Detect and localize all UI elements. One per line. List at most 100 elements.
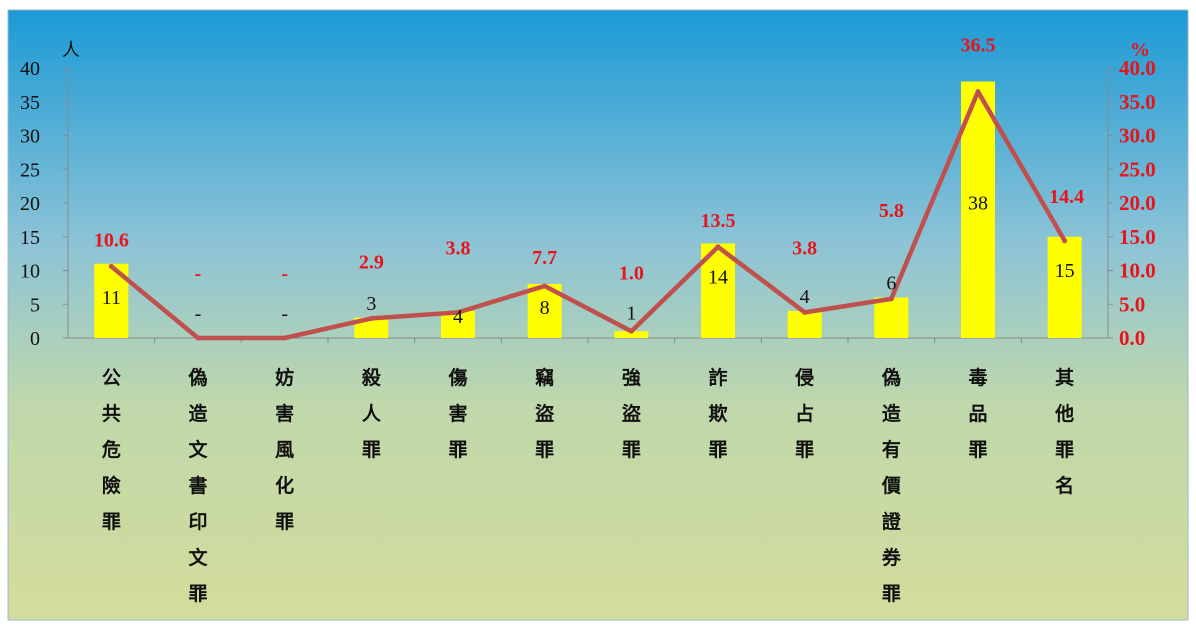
line-value-label: 10.6 [94,229,129,251]
category-label: 書 [188,475,207,497]
category-label: 罪 [448,439,467,461]
left-tick-label: 15 [20,227,40,249]
line-point [455,309,461,315]
category-label: 害 [275,402,294,425]
line-point [715,244,721,250]
category-label: 偽 [187,366,207,389]
line-point [108,263,114,269]
right-tick-label: 5.0 [1119,292,1145,316]
bar-value-label: 15 [1055,260,1075,282]
category-label: 公 [102,367,121,389]
bar-value-label: - [281,303,288,325]
category-label: 罪 [362,439,381,461]
category-label: 侵 [794,366,814,389]
line-point [802,309,808,315]
line-value-label: 7.7 [532,247,557,269]
bar-value-label: 38 [968,193,988,215]
line-point [975,89,981,95]
category-label: 造 [188,402,208,425]
category-label: 盜 [622,402,641,425]
line-value-label: 3.8 [446,237,471,259]
category-label: 妨 [275,366,294,389]
percentage-line [109,89,1067,341]
left-tick-label: 30 [20,126,40,148]
category-label: 詐 [708,366,727,389]
category-label: 罪 [188,583,207,605]
bar [614,331,649,338]
category-label: 罪 [535,439,554,461]
bar-value-label: 4 [453,306,463,328]
line-point [542,283,548,289]
category-label: 占 [795,402,814,425]
category-label: 有 [882,438,901,461]
line-value-label: 2.9 [359,251,384,273]
category-label: 欺 [708,402,727,425]
category-label: 罪 [275,511,294,533]
left-tick-label: 25 [20,159,40,181]
left-tick-label: 20 [20,193,40,215]
category-label: 名 [1055,474,1074,497]
bar-value-label: 3 [366,293,376,315]
line-value-label: 1.0 [619,262,644,284]
line-point [282,335,288,341]
right-tick-label: 10.0 [1119,259,1156,283]
left-axis-unit: 人 [62,40,80,60]
category-label: 文 [188,546,208,569]
category-label: 印 [188,511,207,533]
category-label: 害 [448,402,467,425]
category-label: 他 [1054,402,1074,425]
category-label: 偽 [881,366,901,389]
bar [354,317,389,338]
category-label: 強 [622,367,641,389]
left-tick-label: 0 [30,328,40,350]
category-label: 罪 [882,583,901,605]
bar-value-label: 11 [102,287,121,309]
line-point [1062,238,1068,244]
category-label: 毒 [968,366,987,389]
category-label: 殺 [361,366,382,389]
category-label: 傷 [447,366,467,389]
category-label: 盜 [535,402,554,425]
right-tick-label: 15.0 [1119,225,1156,249]
line-value-label: 3.8 [792,237,817,259]
line-point [368,315,374,321]
category-label: 人 [362,403,382,425]
category-label: 價 [881,474,902,497]
bar-value-label: 6 [886,273,896,295]
right-tick-label: 35.0 [1119,90,1156,114]
bar-value-label: 4 [800,286,810,308]
category-label: 證 [882,510,902,533]
category-label: 罪 [102,511,121,533]
right-axis-unit: % [1130,39,1150,61]
category-label: 化 [275,474,294,497]
line-point [888,296,894,302]
bar [1047,236,1082,338]
category-label: 其 [1055,367,1074,389]
line-point [628,328,634,334]
line-value-label: 13.5 [701,210,736,232]
line-value-label: - [195,263,202,285]
left-tick-label: 40 [20,58,40,80]
bar [787,311,822,338]
bar-value-label: 1 [626,302,636,324]
line-value-label: 14.4 [1049,186,1084,208]
line-point [195,335,201,341]
category-label: 罪 [622,439,641,461]
right-tick-label: 25.0 [1119,157,1156,181]
category-label: 券 [881,546,902,569]
right-tick-label: 30.0 [1119,124,1156,148]
category-label: 共 [102,403,121,425]
bar [874,297,909,338]
right-tick-label: 0.0 [1119,326,1145,350]
category-label: 險 [102,474,121,497]
category-label: 罪 [708,439,727,461]
bar-value-label: - [195,303,202,325]
category-label: 罪 [968,439,987,461]
category-label: 風 [275,439,294,461]
category-label: 危 [102,438,121,461]
category-label: 罪 [795,439,814,461]
category-label: 品 [968,403,987,425]
bar-value-label: 14 [708,267,728,289]
